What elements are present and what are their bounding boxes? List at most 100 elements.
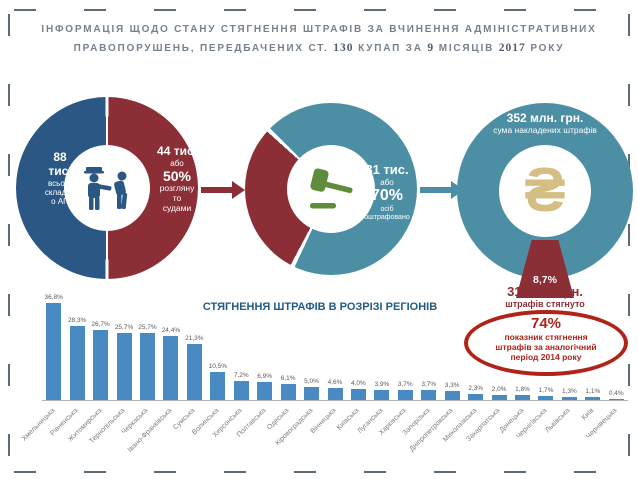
bar-Тернопільська xyxy=(116,333,132,400)
bar-value-label: 7,2% xyxy=(233,372,249,379)
bar-value-label: 1,7% xyxy=(538,387,554,394)
bar-Херсонська xyxy=(233,381,249,400)
bar-value-label: 5,0% xyxy=(304,378,319,385)
donut1-right-conj: або xyxy=(170,158,184,168)
police-officer-and-citizen-icon xyxy=(84,167,128,210)
bar-chart-plot: 36,8% 28,3% 26,7% 25,7% 25,7% 24,4% 21,3% 10,5%… xyxy=(42,294,628,401)
donut2-pct: 70% xyxy=(370,187,404,205)
bar-Івано-Франківська xyxy=(163,336,179,400)
donut3-top-caption: сума накладених штрафів xyxy=(493,124,597,135)
bar-Одеська xyxy=(280,384,296,400)
donut1-right-caption: розгляну то судами xyxy=(159,183,195,213)
arrow-right-icon-1 xyxy=(201,181,245,199)
bar-Харківська xyxy=(397,390,413,400)
donut1-left-unit: тис. xyxy=(48,163,72,178)
bar-value-label: 1,1% xyxy=(585,388,601,395)
bar-Волинська xyxy=(210,372,226,400)
comparison-line-2: штрафів за аналогічний xyxy=(495,342,597,352)
wedge-percent-label: 8,7% xyxy=(533,274,557,286)
donut-chart-fined-persons xyxy=(245,103,417,275)
donut1-left-value: 88 xyxy=(53,150,67,164)
bar-Закарпатська xyxy=(491,395,507,400)
bar-value-label: 1,3% xyxy=(561,388,577,395)
donut1-center xyxy=(64,145,150,231)
page-title: ІНФОРМАЦІЯ ЩОДО СТАНУ СТЯГНЕННЯ ШТРАФІВ … xyxy=(34,20,604,58)
bar-Донецька xyxy=(515,395,531,400)
bar-Запорізька xyxy=(421,390,437,400)
donut2-conj: або xyxy=(380,177,394,187)
comparison-line-3: період 2014 року xyxy=(510,352,582,362)
bar-Вінницька xyxy=(327,388,343,400)
bar-value-label: 4,6% xyxy=(327,379,343,386)
donut3-center: ₴ xyxy=(499,145,591,237)
collected-value: 31 млн. грн. xyxy=(507,284,583,299)
comparison-pct: 74% xyxy=(530,315,562,332)
bar-value-label: 25,7% xyxy=(114,324,134,331)
bar-value-label: 6,1% xyxy=(280,375,296,382)
title-number-article: 130 xyxy=(333,42,354,54)
bar-value-label: 10,5% xyxy=(208,363,228,370)
title-text-4: РОКУ xyxy=(530,43,565,54)
collected-caption: штрафів стягнуто xyxy=(505,299,585,309)
bar-Полтавська xyxy=(257,382,273,400)
collected-amount-label: 31 млн. грн. штрафів стягнуто xyxy=(465,284,625,309)
bar-value-label: 24,4% xyxy=(161,327,181,334)
title-text-3: МІСЯЦІВ xyxy=(438,43,495,54)
bar-value-label: 4,0% xyxy=(351,380,366,387)
bar-value-label: 25,7% xyxy=(138,324,157,331)
title-number-months: 9 xyxy=(427,42,435,54)
donut3-top-label: 352 млн. грн. сума накладених штрафів xyxy=(465,111,625,136)
donut3-top-value: 352 млн. грн. xyxy=(506,111,584,125)
donut1-right-pct: 50% xyxy=(162,167,192,184)
bar-Хмельницька xyxy=(46,303,62,400)
bar-value-label: 6,9% xyxy=(257,373,273,380)
bar-Сумська xyxy=(186,344,202,400)
bar-Кіровоградська xyxy=(304,387,320,400)
bar-Чернігівська xyxy=(538,396,554,400)
donut2-label: 31 тис. або 70% осіб оштрафовано xyxy=(348,162,426,222)
title-text-1: ІНФОРМАЦІЯ ЩОДО СТАНУ СТЯГНЕННЯ ШТРАФІВ … xyxy=(41,24,597,54)
bar-value-label: 2,3% xyxy=(468,385,484,392)
bar-value-label: 26,7% xyxy=(91,321,110,328)
hryvnia-icon: ₴ xyxy=(524,156,566,225)
bar-value-label: 21,3% xyxy=(185,335,204,342)
donut1-right-value: 44 тис. xyxy=(157,144,197,158)
bar-value-label: 28,3% xyxy=(67,317,87,324)
bar-Київська xyxy=(350,389,366,400)
bar-Черкаська xyxy=(139,333,155,400)
bar-Львівська xyxy=(561,397,577,400)
donut2-center xyxy=(287,145,375,233)
bar-value-label: 36,8% xyxy=(44,294,63,301)
bar-Рівненська xyxy=(69,326,85,400)
donut1-left-caption: всього складен о АП xyxy=(44,178,76,206)
donut1-right-label: 44 тис. або 50% розгляну то судами xyxy=(148,144,206,213)
title-text-2: КУПАП ЗА xyxy=(358,43,423,54)
bar-chart-region-labels: Хмельницька Рівненська Житомирська Тернопіл… xyxy=(21,400,628,475)
frame-dash-right xyxy=(628,14,630,465)
bar-Київ xyxy=(585,397,601,400)
bar-Чернівецька xyxy=(608,399,624,400)
donut1-left-label: 88 тис. всього складен о АП xyxy=(32,150,88,206)
donut2-value: 31 тис. xyxy=(365,162,409,177)
frame-dash-bottom xyxy=(14,471,624,473)
title-number-year: 2017 xyxy=(498,42,526,54)
gavel-icon xyxy=(310,168,353,209)
bar-value-label: 0,4% xyxy=(608,390,624,397)
bar-value-label: 2,0% xyxy=(491,386,507,393)
frame-dash-top xyxy=(14,9,624,11)
bar-Миколаївська xyxy=(468,394,484,400)
bar-Дніпропетровська xyxy=(444,391,460,400)
comparison-oval-callout: 74% показник стягнення штрафів за аналог… xyxy=(464,310,628,376)
bar-value-label: 3,7% xyxy=(421,381,437,388)
comparison-line-1: показник стягнення xyxy=(504,332,588,342)
bar-Житомирська xyxy=(93,330,109,400)
bar-value-label: 1,8% xyxy=(515,386,530,393)
frame-dash-left xyxy=(8,14,10,465)
bar-chart-title: СТЯГНЕННЯ ШТРАФІВ В РОЗРІЗІ РЕГІОНІВ xyxy=(202,301,438,313)
donut-chart-protocols xyxy=(16,97,198,279)
bar-value-label: 3,7% xyxy=(397,381,413,388)
bar-value-label: 3,9% xyxy=(374,381,390,388)
donut2-caption: осіб оштрафовано xyxy=(364,205,410,221)
bar-value-label: 3,3% xyxy=(444,382,460,389)
